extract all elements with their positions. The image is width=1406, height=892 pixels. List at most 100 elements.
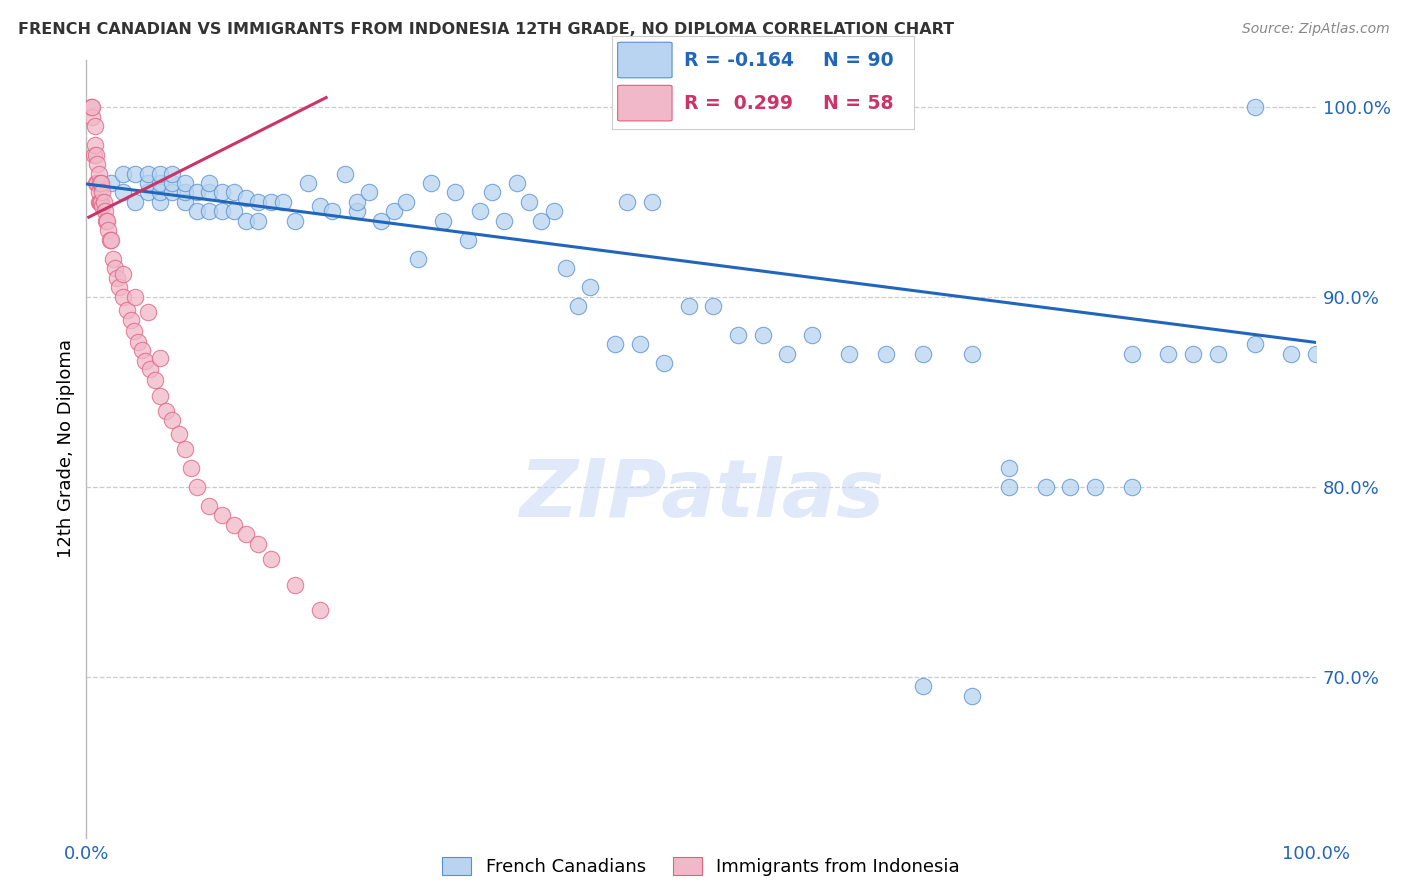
Point (80, 100, 103, 114)
Point (517, 194, 540, 209)
Point (90, 194, 112, 209)
Point (346, 204, 368, 219)
Point (346, 194, 368, 209)
Point (333, 167, 356, 181)
Point (93, 204, 115, 219)
Point (628, 337, 651, 351)
Point (309, 199, 332, 213)
Point (222, 204, 245, 219)
Point (1206, 347, 1229, 361)
Point (838, 347, 860, 361)
FancyBboxPatch shape (617, 86, 672, 121)
Point (84, 176, 107, 190)
Text: N = 90: N = 90 (824, 51, 894, 70)
Point (139, 362, 162, 376)
Point (162, 186, 184, 200)
Point (408, 252, 430, 266)
Point (86, 176, 108, 190)
Point (149, 176, 172, 190)
Point (506, 176, 529, 190)
Point (112, 290, 135, 304)
Point (149, 167, 172, 181)
Point (136, 186, 159, 200)
Point (444, 186, 467, 200)
Point (235, 191, 257, 205)
Point (149, 389, 172, 403)
Point (235, 214, 257, 228)
Point (247, 537, 270, 551)
Point (108, 280, 131, 294)
Point (87, 186, 110, 200)
FancyBboxPatch shape (617, 42, 672, 78)
Point (911, 347, 934, 361)
Point (727, 327, 749, 342)
Point (124, 194, 146, 209)
Point (91, 199, 114, 213)
Point (105, 271, 128, 285)
Point (136, 167, 159, 181)
Point (89, 194, 111, 209)
Point (702, 299, 724, 313)
Text: ZIPatlas: ZIPatlas (519, 457, 884, 534)
Point (143, 373, 166, 387)
Point (616, 194, 638, 209)
Point (112, 267, 135, 281)
Point (98, 233, 121, 247)
Point (180, 460, 202, 475)
Point (149, 351, 172, 365)
Point (1121, 480, 1143, 494)
Point (309, 603, 332, 617)
Point (115, 303, 138, 318)
Point (751, 327, 773, 342)
Y-axis label: 12th Grade, No Diploma: 12th Grade, No Diploma (58, 339, 75, 558)
Text: R = -0.164: R = -0.164 (685, 51, 794, 70)
Point (94, 214, 117, 228)
Point (247, 214, 270, 228)
Point (997, 460, 1019, 475)
Point (198, 186, 221, 200)
Point (211, 508, 233, 523)
Point (84, 147, 107, 161)
Point (1281, 347, 1303, 361)
Point (83, 119, 105, 133)
Point (89, 176, 111, 190)
Point (112, 186, 135, 200)
Point (432, 214, 454, 228)
Point (162, 167, 184, 181)
Point (997, 480, 1019, 494)
Point (776, 347, 799, 361)
Point (103, 252, 125, 266)
Point (173, 186, 195, 200)
Text: N = 58: N = 58 (824, 94, 894, 112)
Point (90, 176, 112, 190)
Point (579, 280, 602, 294)
Point (100, 176, 122, 190)
Point (284, 214, 307, 228)
Text: R =  0.299: R = 0.299 (685, 94, 793, 112)
Point (162, 176, 184, 190)
Point (124, 290, 146, 304)
Point (419, 176, 441, 190)
Point (87, 194, 110, 209)
Point (382, 204, 405, 219)
Point (260, 194, 283, 209)
Point (359, 186, 381, 200)
Point (136, 176, 159, 190)
Point (641, 194, 664, 209)
Point (222, 517, 245, 532)
Point (543, 204, 565, 219)
Point (155, 404, 177, 418)
Text: Source: ZipAtlas.com: Source: ZipAtlas.com (1241, 22, 1389, 37)
Point (198, 204, 221, 219)
Point (134, 354, 156, 368)
Point (1305, 347, 1327, 361)
Point (97, 223, 120, 237)
Point (162, 413, 184, 427)
Point (83, 138, 105, 153)
Point (136, 305, 159, 319)
Point (127, 335, 149, 350)
Point (211, 204, 233, 219)
Point (530, 214, 553, 228)
Point (603, 337, 626, 351)
Point (198, 176, 221, 190)
